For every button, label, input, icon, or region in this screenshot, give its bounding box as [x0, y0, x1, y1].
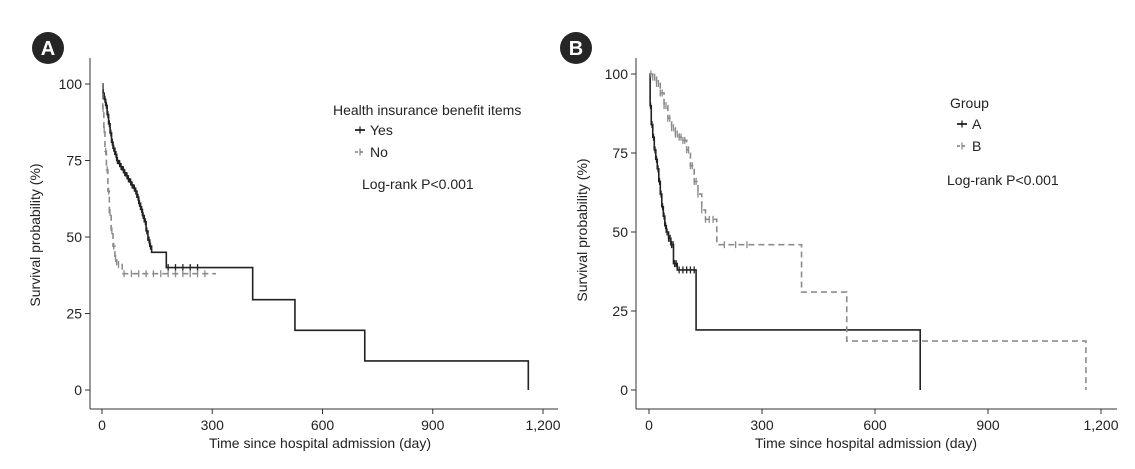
y-tick-label: 50: [612, 224, 628, 240]
panel-badge-label: A: [41, 38, 55, 60]
series-line-yes: [102, 83, 530, 390]
x-tick-label: 1,200: [1083, 417, 1118, 433]
panel-b: B 0 25 50 75 100 0 300 600 900 1,200 Survival proba…: [560, 32, 1119, 451]
legend-item-label: A: [972, 116, 982, 132]
x-tick-label: 900: [976, 417, 1000, 433]
y-tick-label: 0: [74, 382, 82, 398]
x-axis-label: Time since hospital admission (day): [755, 435, 977, 451]
y-axis-label: Survival probability (%): [574, 158, 590, 301]
y-tick-label: 100: [59, 76, 83, 92]
panel-a: A 0 25 50 75 100 0 300 600 900 1,200 Survival proba…: [27, 32, 561, 451]
x-tick-label: 0: [98, 417, 106, 433]
legend-item-label: Yes: [370, 122, 393, 138]
legend-title: Health insurance benefit items: [333, 102, 521, 118]
y-tick-label: 100: [605, 66, 629, 82]
y-tick-label: 50: [66, 229, 82, 245]
x-tick-label: 600: [311, 417, 335, 433]
x-tick-label: 300: [750, 417, 774, 433]
y-tick-label: 25: [612, 303, 628, 319]
log-rank-annotation: Log-rank P<0.001: [947, 172, 1059, 188]
y-tick-label: 0: [620, 382, 628, 398]
x-tick-label: 600: [863, 417, 887, 433]
panel-badge: [32, 32, 64, 64]
y-tick-label: 25: [66, 306, 82, 322]
legend-item-label: No: [370, 144, 388, 160]
x-tick-label: 1,200: [525, 417, 560, 433]
y-tick-label: 75: [66, 153, 82, 169]
y-axis-label: Survival probability (%): [27, 163, 43, 306]
x-tick-label: 0: [645, 417, 653, 433]
x-axis-label: Time since hospital admission (day): [209, 435, 431, 451]
series-line-b: [649, 73, 1087, 390]
series-line-no: [101, 83, 216, 275]
panel-badge: [560, 32, 592, 64]
log-rank-annotation: Log-rank P<0.001: [362, 176, 474, 192]
y-tick-label: 75: [612, 145, 628, 161]
legend-title: Group: [950, 95, 989, 111]
series-line-a: [649, 73, 921, 390]
panel-badge-label: B: [569, 38, 583, 60]
x-tick-label: 900: [421, 417, 445, 433]
legend-item-label: B: [972, 138, 981, 154]
x-tick-label: 300: [201, 417, 225, 433]
